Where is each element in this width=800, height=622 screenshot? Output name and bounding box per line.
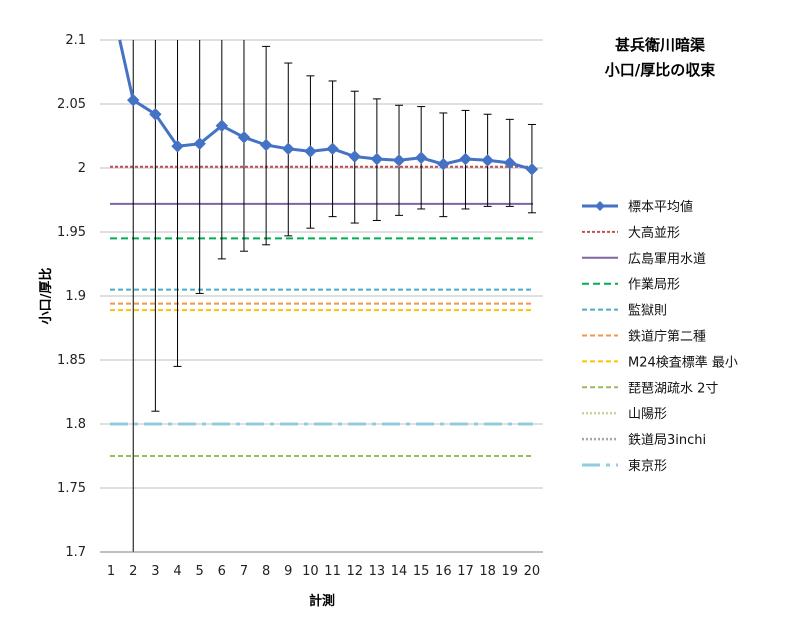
x-tick-label: 3	[151, 564, 159, 579]
data-point	[326, 142, 339, 156]
y-axis-title: 小口/厚比	[38, 268, 54, 325]
data-point	[414, 151, 428, 164]
legend-label: 山陽形	[628, 407, 667, 422]
y-tick-label: 2.05	[57, 97, 86, 112]
x-tick-label: 4	[173, 564, 181, 579]
legend-swatch-marker	[595, 201, 605, 211]
y-tick-label: 2.1	[65, 33, 86, 48]
y-tick-label: 1.8	[65, 417, 86, 432]
x-tick-label: 9	[284, 564, 292, 579]
mean-series	[118, 39, 539, 176]
data-point	[304, 145, 317, 158]
x-tick-label: 7	[240, 564, 248, 579]
y-tick-label: 1.75	[57, 481, 86, 496]
chart-title-line-2: 小口/厚比の収束	[605, 61, 716, 79]
data-point	[215, 119, 229, 132]
legend-label: 広島軍用水道	[628, 252, 706, 267]
x-tick-label: 17	[457, 564, 474, 579]
x-tick-label: 8	[262, 564, 270, 579]
x-tick-label: 19	[502, 564, 519, 579]
x-tick-label: 11	[324, 564, 341, 579]
x-tick-label: 16	[435, 564, 452, 579]
data-point	[149, 108, 162, 121]
x-tick-label: 18	[479, 564, 496, 579]
data-point	[481, 154, 494, 167]
y-tick-label: 1.85	[57, 353, 86, 368]
x-tick-label: 10	[302, 564, 319, 579]
legend-label: 鉄道庁第二種	[628, 329, 706, 345]
x-tick-label: 20	[524, 564, 541, 579]
data-point	[392, 154, 406, 167]
x-tick-label: 2	[129, 564, 137, 579]
grid-lines	[100, 39, 543, 553]
data-point	[282, 142, 295, 156]
data-point	[259, 138, 273, 152]
reference-lines	[110, 165, 533, 457]
y-tick-label: 1.7	[65, 545, 86, 560]
y-tick-label: 1.95	[57, 225, 86, 240]
data-point	[459, 152, 472, 166]
data-point	[193, 137, 206, 150]
data-point	[370, 152, 384, 166]
data-point	[127, 93, 140, 107]
legend-label: 監獄則	[628, 303, 667, 319]
data-point	[171, 140, 184, 153]
data-point	[437, 157, 450, 171]
x-tick-label: 6	[218, 564, 226, 579]
legend-label: 大高並形	[628, 225, 680, 241]
x-tick-label: 13	[369, 564, 386, 579]
mean-series-line	[118, 39, 533, 171]
data-point	[348, 150, 361, 163]
chart-title-line-1: 甚兵衛川暗渠	[615, 36, 705, 54]
legend-label: 琵琶湖疏水 2寸	[628, 381, 718, 396]
legend-label: 鉄道局3inchi	[628, 433, 706, 448]
legend-label: 作業局形	[628, 277, 680, 293]
x-tick-label: 15	[413, 564, 430, 579]
data-point	[237, 131, 251, 144]
y-tick-label: 2	[78, 161, 86, 176]
data-point	[503, 156, 516, 170]
y-tick-label: 1.9	[65, 289, 86, 304]
data-point	[525, 163, 539, 176]
x-axis-title: 計測	[309, 593, 335, 609]
legend-label: 標本平均値	[628, 199, 693, 215]
x-tick-label: 5	[196, 564, 204, 579]
legend-label: 東京形	[628, 458, 667, 474]
x-tick-label: 12	[346, 564, 363, 579]
x-tick-label: 1	[107, 564, 115, 579]
x-tick-label: 14	[391, 564, 408, 579]
legend-label: M24検査標準 最小	[628, 354, 738, 370]
